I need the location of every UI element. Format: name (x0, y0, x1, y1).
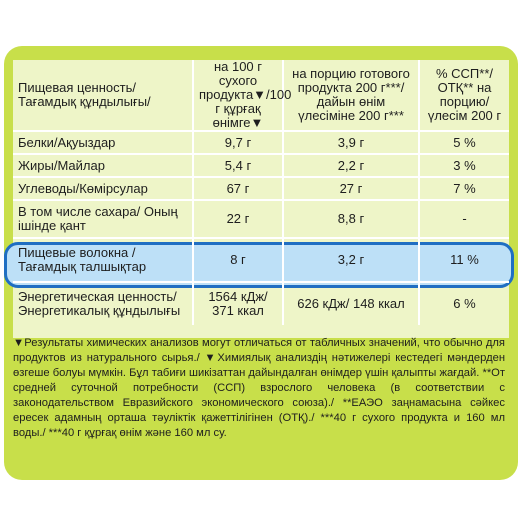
table-row: В том числе сахара/ Оның ішінде қант 22 … (13, 200, 509, 239)
row-portion: 3,9 г (283, 131, 420, 155)
table-row-energy: Энергетическая ценность/ Энергетикалық қ… (13, 282, 509, 325)
row-name: В том числе сахара/ Оның ішінде қант (13, 200, 194, 239)
table-header-row: Пищевая ценность/ Тағамдық құндылығы/ на… (13, 60, 509, 132)
row-per100: 1564 кДж/ 371 ккал (193, 282, 284, 325)
row-portion: 27 г (283, 177, 420, 201)
row-name: Пищевые волокна / Тағамдық талшықтар (13, 238, 194, 283)
row-pct: - (419, 200, 509, 239)
row-portion: 3,2 г (283, 238, 420, 283)
row-portion: 2,2 г (283, 154, 420, 178)
row-per100: 5,4 г (193, 154, 284, 178)
row-pct: 5 % (419, 131, 509, 155)
row-per100: 67 г (193, 177, 284, 201)
row-name: Белки/Ақуыздар (13, 131, 194, 155)
row-pct: 11 % (419, 238, 509, 283)
table-row: Жиры/Майлар 5,4 г 2,2 г 3 % (13, 154, 509, 178)
header-per-100g: на 100 г сухого продукта▼/100 г құрғақ ө… (193, 60, 291, 132)
footnote-text: ▼Результаты химических анализов могут от… (13, 337, 505, 439)
nutrition-table: Пищевая ценность/ Тағамдық құндылығы/ на… (13, 60, 509, 325)
row-name: Углеводы/Көмірсулар (13, 177, 194, 201)
row-per100: 22 г (193, 200, 284, 239)
table-row: Углеводы/Көмірсулар 67 г 27 г 7 % (13, 177, 509, 201)
row-pct: 7 % (419, 177, 509, 201)
header-per-portion: на порцию готового продукта 200 г***/дай… (283, 60, 420, 132)
row-per100: 8 г (193, 238, 284, 283)
row-name: Жиры/Майлар (13, 154, 194, 178)
row-pct: 3 % (419, 154, 509, 178)
row-pct: 6 % (453, 296, 476, 311)
table-row-fiber: Пищевые волокна / Тағамдық талшықтар 8 г… (13, 238, 509, 283)
row-name: Энергетическая ценность/ Энергетикалық қ… (13, 282, 194, 325)
row-portion: 8,8 г (283, 200, 420, 239)
header-daily-percent: % ССП**/ОТҚ** на порцию/ үлесім 200 г (419, 60, 509, 132)
row-portion: 626 кДж/ 148 ккал (283, 282, 420, 325)
row-per100: 9,7 г (193, 131, 284, 155)
table-row: Белки/Ақуыздар 9,7 г 3,9 г 5 % (13, 131, 509, 155)
header-nutrition-value: Пищевая ценность/ Тағамдық құндылығы/ (13, 60, 194, 132)
